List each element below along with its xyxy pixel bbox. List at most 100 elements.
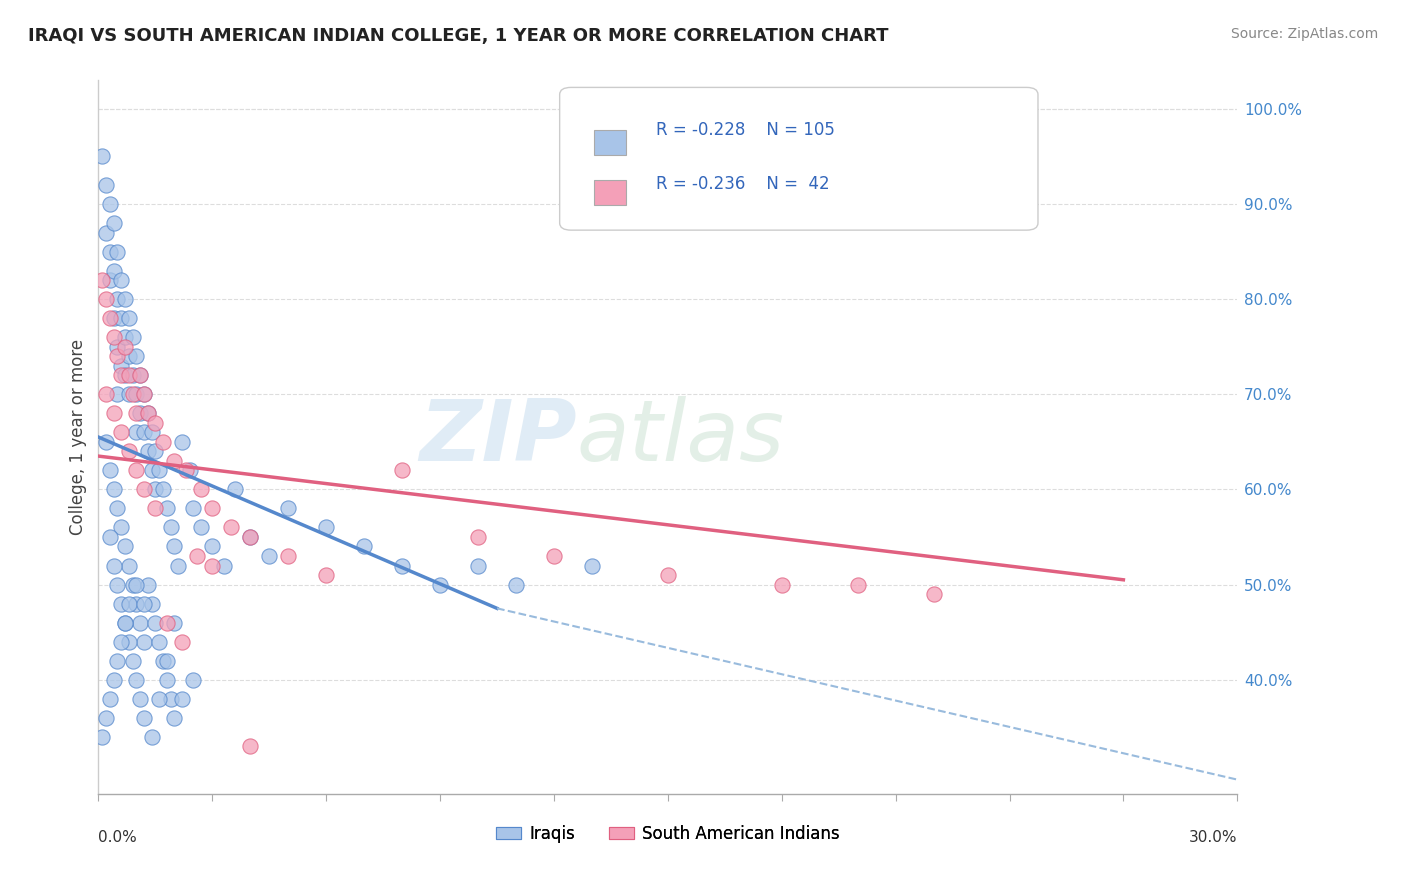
Point [770, 577, 793, 591]
Point [91, 730, 114, 744]
Point [132, 387, 155, 401]
Point [141, 730, 163, 744]
Point [543, 549, 565, 563]
Point [98, 530, 121, 544]
Point [259, 549, 281, 563]
Point [429, 577, 451, 591]
Point [167, 558, 190, 573]
Point [391, 463, 413, 477]
Point [183, 501, 205, 516]
Point [152, 483, 174, 497]
Point [201, 558, 224, 573]
Y-axis label: College, 1 year or more: College, 1 year or more [69, 339, 87, 535]
Point [114, 540, 136, 554]
Point [118, 597, 141, 611]
Legend: Iraqis, South American Indians: Iraqis, South American Indians [489, 819, 846, 850]
Point [190, 483, 212, 497]
Point [163, 454, 186, 468]
Point [277, 501, 299, 516]
Point [98, 244, 121, 259]
Point [107, 577, 129, 591]
Point [148, 463, 170, 477]
Point [170, 691, 193, 706]
Point [201, 501, 224, 516]
Point [125, 463, 148, 477]
Point [132, 483, 155, 497]
Point [145, 483, 167, 497]
Point [239, 530, 262, 544]
Text: ZIP: ZIP [419, 395, 576, 479]
Point [391, 558, 413, 573]
Point [94, 387, 117, 401]
Point [103, 311, 125, 326]
Point [156, 615, 179, 630]
Point [152, 434, 174, 449]
Point [107, 501, 129, 516]
Point [132, 425, 155, 440]
Point [179, 463, 201, 477]
FancyBboxPatch shape [593, 180, 626, 205]
Point [141, 463, 163, 477]
Point [118, 444, 141, 458]
Point [125, 425, 148, 440]
Point [125, 577, 148, 591]
Point [121, 654, 143, 668]
Point [145, 416, 167, 430]
Text: R = -0.228    N = 105: R = -0.228 N = 105 [657, 121, 835, 139]
Point [98, 197, 121, 211]
Point [186, 549, 208, 563]
Point [159, 691, 181, 706]
Point [103, 558, 125, 573]
Point [145, 615, 167, 630]
Point [125, 597, 148, 611]
Point [125, 673, 148, 687]
Point [110, 273, 132, 287]
Point [125, 387, 148, 401]
Point [163, 540, 186, 554]
Point [91, 273, 114, 287]
Point [136, 406, 159, 420]
Point [94, 434, 117, 449]
Point [94, 226, 117, 240]
Point [94, 178, 117, 192]
Point [103, 216, 125, 230]
Point [657, 568, 679, 582]
Point [107, 654, 129, 668]
Text: R = -0.236    N =  42: R = -0.236 N = 42 [657, 175, 830, 193]
Point [224, 483, 246, 497]
Point [129, 406, 152, 420]
Point [159, 520, 181, 534]
Point [846, 577, 869, 591]
Point [132, 634, 155, 648]
Point [103, 263, 125, 277]
Point [114, 330, 136, 344]
Point [107, 292, 129, 306]
Point [190, 520, 212, 534]
Point [114, 615, 136, 630]
Point [125, 349, 148, 363]
Point [467, 558, 489, 573]
Point [922, 587, 945, 601]
Point [121, 368, 143, 383]
Point [110, 368, 132, 383]
Point [91, 149, 114, 163]
Point [129, 691, 152, 706]
Point [148, 634, 170, 648]
Point [136, 444, 159, 458]
Point [156, 673, 179, 687]
Point [118, 387, 141, 401]
Point [121, 387, 143, 401]
Text: atlas: atlas [576, 395, 785, 479]
Point [170, 634, 193, 648]
Point [156, 654, 179, 668]
Point [239, 739, 262, 754]
Point [174, 463, 197, 477]
Point [315, 568, 337, 582]
Point [148, 691, 170, 706]
Point [114, 340, 136, 354]
Point [107, 340, 129, 354]
Point [107, 349, 129, 363]
Point [141, 597, 163, 611]
Point [201, 540, 224, 554]
Point [163, 711, 186, 725]
